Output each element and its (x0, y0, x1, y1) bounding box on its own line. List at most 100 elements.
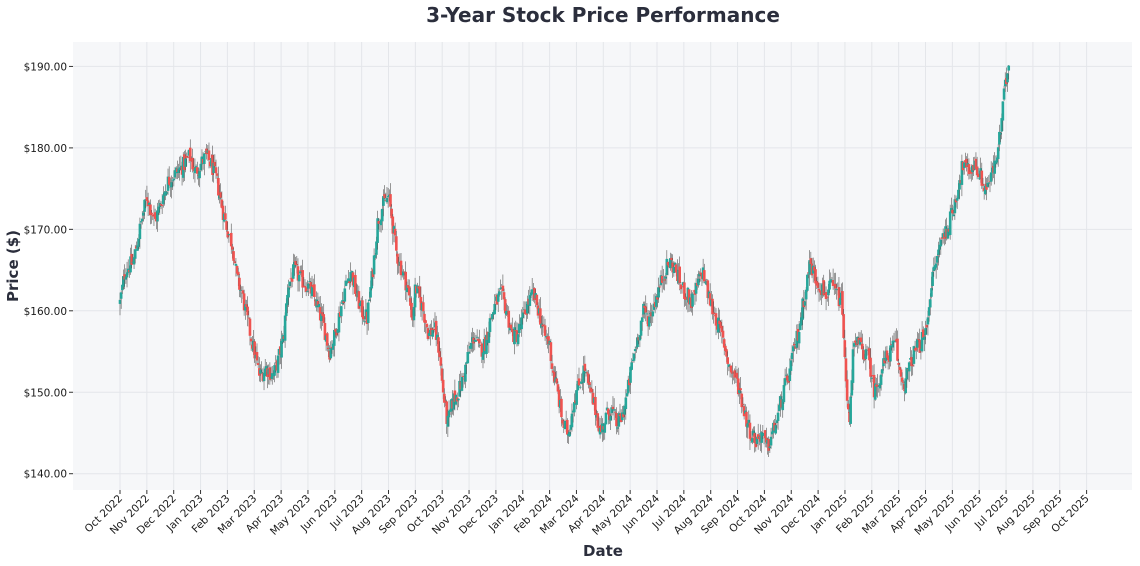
candle-down (883, 359, 886, 364)
candle-down (854, 340, 857, 343)
candle-down (843, 340, 847, 358)
candle-down (739, 388, 742, 391)
candle-up (125, 272, 129, 278)
candle-up (505, 311, 508, 315)
candle-up (907, 362, 911, 372)
candle-down (542, 324, 546, 326)
candle-up (143, 199, 146, 212)
candle-down (242, 293, 246, 311)
candle-down (399, 260, 403, 276)
candle-down (327, 347, 330, 349)
candle-down (404, 271, 408, 291)
candle-down (900, 377, 904, 382)
candle-up (904, 378, 907, 394)
candle-up (791, 346, 795, 352)
candle-up (137, 238, 141, 247)
candle-up (604, 412, 608, 425)
candle-down (683, 282, 686, 299)
candle-up (934, 263, 938, 268)
candle-up (953, 199, 957, 214)
candle-down (555, 378, 559, 384)
candle-up (491, 313, 494, 320)
candle-up (781, 399, 785, 411)
candle-up (636, 337, 639, 348)
candle-up (379, 219, 383, 226)
candle-down (557, 389, 561, 407)
candle-down (967, 164, 971, 175)
candle-up (331, 343, 335, 350)
candle-down (217, 178, 220, 196)
candle-up (790, 352, 794, 360)
candle-up (864, 349, 868, 360)
candle-down (423, 313, 426, 323)
candle-down (735, 372, 739, 379)
candle-down (543, 325, 547, 336)
candle-up (672, 266, 676, 274)
candle-down (596, 413, 600, 428)
candle-up (1006, 73, 1009, 83)
candle-down (917, 339, 920, 340)
candle-up (340, 306, 343, 317)
candle-down (699, 272, 703, 275)
candle-up (852, 343, 856, 347)
candle-down (503, 299, 507, 314)
candle-down (615, 413, 618, 427)
candle-down (432, 329, 436, 331)
candle-up (280, 340, 283, 358)
candle-down (622, 413, 625, 418)
candle-down (834, 284, 837, 289)
candle-up (838, 297, 842, 305)
candle-up (647, 316, 651, 327)
candle-up (803, 301, 807, 306)
candle-up (939, 239, 943, 247)
candle-down (509, 324, 513, 329)
candle-down (859, 337, 863, 343)
candle-up (198, 171, 201, 179)
candle-up (797, 331, 801, 344)
candle-down (153, 212, 157, 219)
candle-up (630, 362, 633, 370)
candle-up (288, 281, 292, 287)
candle-down (316, 301, 320, 306)
candle-down (644, 306, 648, 313)
candle-up (804, 289, 808, 300)
candle-up (366, 302, 370, 324)
candle-up (299, 271, 302, 274)
candle-down (478, 339, 481, 344)
candle-down (357, 291, 361, 309)
candle-down (480, 343, 484, 357)
candle-up (431, 329, 434, 337)
candle-up (575, 390, 578, 405)
candle-down (974, 158, 978, 170)
candle-down (295, 264, 299, 266)
candle-up (375, 241, 378, 255)
candle-up (806, 274, 809, 291)
candle-down (837, 287, 841, 307)
candle-up (122, 276, 125, 287)
candle-down (425, 323, 429, 328)
candle-down (861, 343, 864, 350)
candle-up (987, 182, 991, 184)
candle-up (936, 256, 939, 263)
candle-up (474, 340, 478, 342)
candle-down (660, 275, 664, 283)
candle-down (195, 167, 199, 174)
candle-down (191, 157, 194, 170)
candle-down (167, 176, 171, 185)
candle-up (260, 372, 263, 373)
candle-down (816, 282, 820, 288)
candle-down (539, 308, 542, 325)
y-axis: $140.00 $150.00 $160.00 $170.00 $180.00 $190.… (24, 61, 73, 481)
candle-down (362, 316, 365, 320)
y-tick-label: $140.00 (24, 469, 67, 481)
candle-up (880, 369, 884, 374)
candle-down (547, 336, 550, 345)
candle-down (918, 339, 922, 353)
candle-up (727, 364, 731, 368)
candle-down (674, 264, 678, 273)
candle-up (665, 258, 669, 276)
candle-up (156, 210, 159, 222)
candle-down (670, 257, 673, 261)
candle-up (878, 383, 882, 389)
candle-up (657, 287, 660, 298)
